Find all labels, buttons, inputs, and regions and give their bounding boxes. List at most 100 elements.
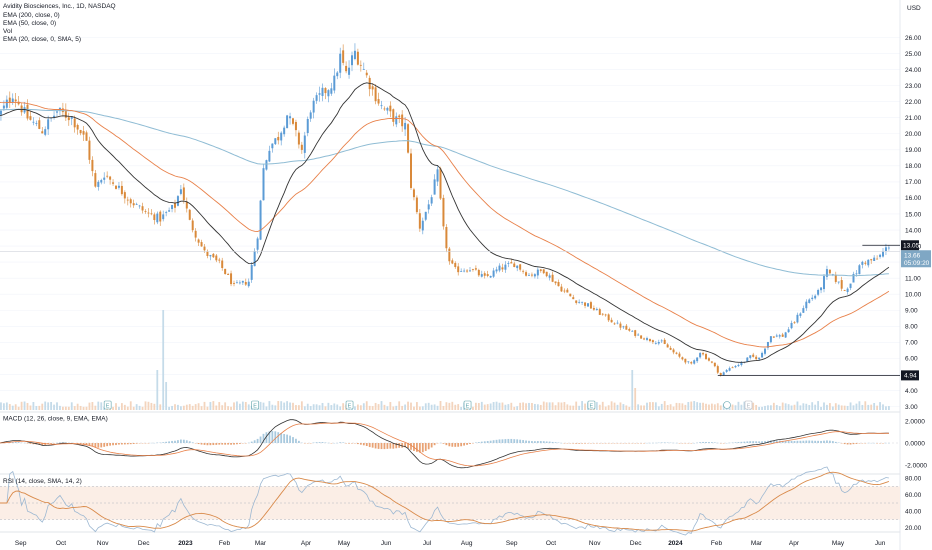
macd-title: MACD (12, 26, close, 9, EMA, EMA) (3, 416, 108, 423)
macd-histogram-bar (705, 441, 707, 443)
candle-body (672, 349, 675, 353)
candle-body (843, 290, 846, 291)
volume-bar (32, 402, 35, 410)
candle-body (784, 332, 787, 338)
macd-histogram-bar (534, 441, 536, 443)
volume-bar (619, 402, 622, 410)
volume-bar (752, 402, 755, 410)
volume-bar (846, 405, 849, 410)
volume-bar (740, 404, 743, 410)
volume-bar (374, 402, 377, 410)
last-price-detail-label: 13.66 (904, 252, 921, 259)
candle-body (277, 136, 280, 141)
macd-histogram-bar (781, 440, 784, 443)
candle-body (752, 354, 755, 357)
volume-bar (194, 404, 197, 410)
volume-bar (545, 402, 548, 410)
volume-bar (298, 405, 300, 410)
candle-body (224, 268, 227, 275)
candle-body (336, 72, 339, 77)
volume-bar (560, 402, 563, 410)
volume-bar (398, 401, 401, 410)
candle-body (707, 358, 710, 361)
volume-bar (392, 406, 395, 410)
candle-body (182, 187, 185, 201)
macd-histogram-bar (737, 442, 740, 443)
volume-bar (569, 405, 572, 410)
macd-histogram-bar (277, 432, 280, 443)
volume-bar (864, 401, 867, 410)
macd-histogram-bar (359, 443, 362, 445)
candle-body (870, 259, 873, 261)
candle-body (619, 323, 622, 328)
candle-body (392, 109, 395, 122)
x-tick-label: Feb (711, 540, 723, 547)
volume-bar (300, 401, 303, 410)
candle-body (648, 339, 651, 342)
y-tick-label: 8.00 (905, 324, 918, 331)
x-tick-label: Sep (15, 540, 27, 547)
macd-histogram-bar (663, 442, 666, 443)
y-tick-label: 24.00 (905, 67, 922, 74)
macd-histogram-bar (38, 443, 41, 445)
macd-histogram-bar (536, 441, 539, 443)
candle-body (740, 362, 743, 366)
volume-bar (737, 401, 740, 410)
volume-bar (26, 402, 29, 410)
candle-body (32, 121, 35, 123)
candle-body (861, 261, 864, 265)
macd-histogram-bar (41, 443, 44, 446)
candle-body (539, 269, 542, 271)
x-tick-label: Apr (301, 540, 312, 547)
macd-histogram-bar (262, 433, 265, 443)
macd-histogram-bar (772, 440, 775, 443)
volume-bar (513, 406, 516, 410)
candle-body (398, 115, 401, 118)
candle-body (474, 268, 477, 270)
candle-body (793, 322, 796, 324)
macd-histogram-bar (209, 443, 212, 446)
volume-bar (604, 406, 607, 410)
candle-body (622, 326, 625, 328)
macd-histogram-bar (129, 443, 132, 445)
volume-bar (8, 404, 11, 410)
macd-histogram-bar (775, 440, 778, 443)
volume-bar (171, 405, 173, 410)
volume-bar (20, 401, 23, 410)
candle-body (333, 75, 336, 91)
macd-histogram-bar (846, 443, 849, 445)
volume-bar (224, 402, 227, 410)
candle-body (253, 251, 256, 267)
volume-bar (675, 402, 678, 410)
volume-bar (271, 404, 274, 410)
candle-body (318, 93, 321, 95)
volume-bar (159, 404, 162, 410)
volume-bar (551, 402, 554, 410)
macd-histogram-bar (539, 441, 542, 443)
macd-histogram-bar (365, 443, 368, 447)
macd-histogram-bar (50, 443, 52, 444)
x-tick-label: Dec (630, 540, 642, 547)
candle-body (557, 282, 560, 287)
volume-bar (330, 405, 333, 410)
volume-bar (581, 401, 583, 410)
candle-body (351, 55, 353, 66)
candle-body (799, 313, 802, 316)
macd-histogram-bar (578, 443, 581, 444)
candle-body (817, 289, 820, 295)
volume-bar (681, 403, 684, 410)
candle-body (383, 108, 386, 110)
candle-body (469, 270, 471, 272)
volume-bar (534, 403, 536, 410)
volume-bar (38, 405, 41, 410)
y-tick-label: 16.00 (905, 195, 922, 202)
volume-bar (280, 401, 283, 410)
volume-bar (416, 402, 418, 410)
volume-bar (357, 404, 359, 410)
volume-bar (855, 403, 858, 410)
legend-ema50: EMA (50, close, 0) (3, 20, 57, 27)
macd-histogram-bar (88, 443, 91, 446)
macd-histogram-bar (581, 443, 583, 444)
macd-histogram-bar (495, 439, 498, 443)
